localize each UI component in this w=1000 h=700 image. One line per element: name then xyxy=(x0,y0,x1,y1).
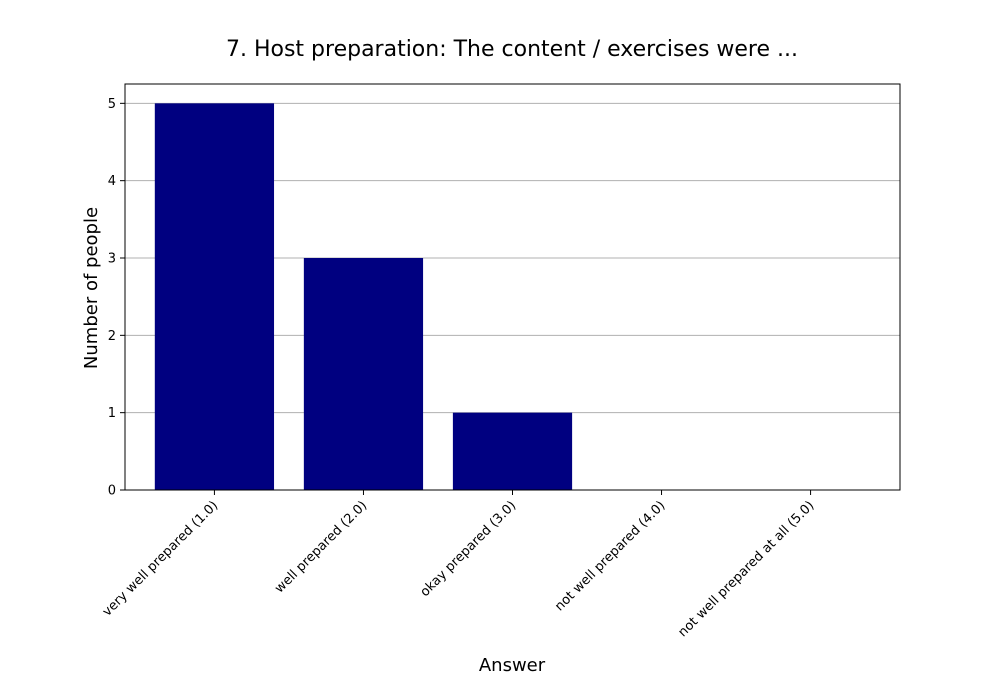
x-tick-label: well prepared (2.0) xyxy=(272,498,370,596)
x-tick-label: very well prepared (1.0) xyxy=(100,498,221,619)
y-tick-label: 4 xyxy=(108,174,116,189)
x-tick-label: not well prepared at all (5.0) xyxy=(675,498,817,640)
chart-title: 7. Host preparation: The content / exerc… xyxy=(226,37,798,62)
x-axis-label: Answer xyxy=(479,655,546,676)
x-tick-label: okay prepared (3.0) xyxy=(418,498,520,600)
bar xyxy=(452,412,573,490)
y-tick-label: 2 xyxy=(108,329,116,344)
y-tick-label: 3 xyxy=(108,252,116,267)
bar xyxy=(303,258,424,490)
x-tick-label: not well prepared (4.0) xyxy=(552,498,668,614)
y-axis-label: Number of people xyxy=(81,207,102,369)
y-axis-ticks: 0 1 2 3 4 5 xyxy=(108,97,125,499)
y-tick-label: 0 xyxy=(108,484,116,499)
y-tick-label: 5 xyxy=(108,97,116,112)
bars xyxy=(154,103,573,490)
y-tick-label: 1 xyxy=(108,406,116,421)
bar xyxy=(154,103,275,490)
x-axis-ticks: very well prepared (1.0) well prepared (2… xyxy=(100,490,817,640)
